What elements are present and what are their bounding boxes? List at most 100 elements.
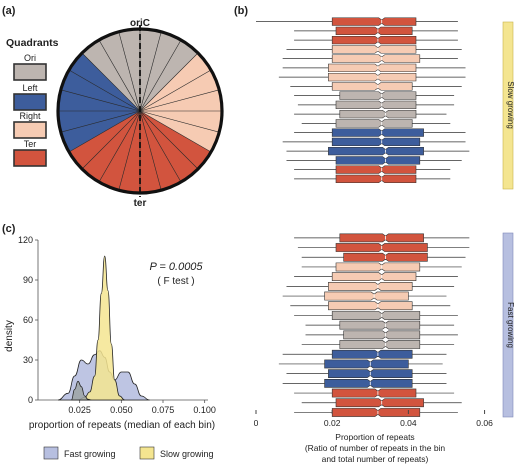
quadrants-legend-title: Quadrants: [6, 37, 59, 49]
boxplot-row: [286, 281, 455, 291]
circle-spoke: [139, 110, 212, 153]
legend-swatch-ter: [13, 149, 47, 167]
circle-spoke: [139, 52, 199, 112]
box-ori: [335, 100, 417, 110]
box-right: [328, 72, 417, 82]
circle-spoke: [81, 52, 141, 112]
panel-c-label: (c): [2, 223, 16, 235]
density-x-tick-label: 0.100: [193, 405, 216, 415]
boxplot-row: [286, 146, 470, 156]
boxplot-x-axis-title-line2: (Ratio of number of repeats in the bin: [305, 443, 446, 453]
box-right: [331, 272, 417, 282]
density-y-axis-title: density: [4, 320, 15, 352]
box-ori: [339, 109, 417, 119]
slow-growing-boxplots: [256, 17, 470, 184]
box-left: [328, 146, 424, 156]
density-legend-label-fast: Fast growing: [64, 449, 116, 459]
circle-spoke: [118, 110, 141, 191]
boxplot-row: [294, 109, 447, 119]
boxplot-row: [294, 233, 470, 243]
circle-spoke: [68, 69, 141, 112]
box-left: [324, 359, 409, 369]
circle-spoke: [118, 31, 141, 112]
slow-growing-strip-label: Slow growing: [506, 81, 515, 129]
density-legend-swatch-slow: [139, 446, 155, 460]
density-x-axis-title: proportion of repeats (median of each bi…: [29, 420, 215, 431]
legend-swatch-ori: [13, 63, 47, 81]
box-right: [331, 45, 417, 54]
legend-label-ter: Ter: [24, 139, 37, 149]
box-ter: [331, 408, 421, 417]
circle-spoke: [98, 39, 141, 112]
f-test-annotation: ( F test ): [157, 276, 194, 287]
circle-spoke: [60, 89, 141, 112]
box-ter: [335, 165, 417, 174]
boxplot-row: [278, 359, 443, 369]
density-legend-swatch-fast: [43, 446, 59, 460]
boxplot-row: [301, 119, 451, 128]
circle-spoke: [139, 31, 162, 112]
oric-label: oriC: [130, 18, 150, 29]
density-plot: 0 30 60 90 120 0.025 0.050 0.075 0.100: [18, 235, 216, 415]
boxplot-row: [305, 320, 455, 330]
boxplot-row: [290, 301, 451, 311]
boxplot-row: [294, 388, 455, 398]
box-right: [328, 301, 413, 311]
circle-spoke: [139, 69, 212, 112]
boxplot-row: [282, 349, 447, 359]
box-ori: [335, 119, 413, 128]
boxplot-row: [290, 82, 462, 91]
box-left: [331, 349, 413, 359]
circle-spoke: [60, 110, 141, 133]
circle-spoke: [98, 110, 141, 183]
density-y-tick-label: 120: [18, 235, 33, 245]
boxplot-row: [301, 252, 466, 262]
box-left: [331, 137, 421, 147]
boxplot-x-tick-label: 0.04: [400, 418, 417, 428]
circle-spoke: [139, 89, 220, 112]
panel-b-label: (b): [234, 5, 248, 17]
boxplot-x-tick-label: 0.02: [324, 418, 341, 428]
boxplot-row: [294, 272, 458, 282]
boxplot-row: [301, 262, 462, 272]
density-x-tick-label: 0.075: [152, 405, 175, 415]
box-right: [335, 262, 421, 272]
box-right: [324, 291, 409, 301]
circle-sector-ori: [140, 29, 198, 111]
boxplot-row: [294, 35, 458, 45]
boxplot-x-axis: 0 0.02 0.04 0.06: [254, 410, 493, 428]
box-ter: [339, 233, 424, 243]
boxplot-row: [294, 91, 455, 100]
density-x-tick-label: 0.025: [68, 405, 91, 415]
boxplot-row: [294, 128, 466, 137]
ter-label: ter: [134, 198, 147, 209]
density-y-tick-label: 90: [23, 275, 33, 285]
circle-spoke: [139, 39, 182, 112]
box-ter: [331, 388, 417, 398]
legend-label-left: Left: [22, 83, 38, 93]
boxplot-x-axis-title-line3: and total number of repeats): [322, 454, 429, 464]
boxplot-row: [282, 63, 466, 73]
panel-a-label: (a): [2, 5, 16, 17]
boxplot-row: [297, 100, 455, 110]
density-curve-slow: [77, 255, 125, 401]
boxplot-row: [278, 72, 466, 82]
box-left: [324, 378, 413, 388]
boxplot-row: [286, 156, 462, 165]
box-ori: [331, 311, 421, 320]
circle-spoke: [81, 110, 141, 170]
circle-spoke: [139, 110, 162, 191]
box-ter: [335, 398, 424, 408]
box-ter: [335, 26, 413, 36]
fast-growing-strip-label: Fast growing: [506, 302, 515, 348]
legend-swatch-left: [13, 93, 47, 111]
legend-label-ori: Ori: [24, 53, 36, 63]
boxplot-row: [282, 378, 447, 388]
density-y-tick-label: 30: [23, 355, 33, 365]
box-ori: [339, 340, 421, 349]
box-ori: [339, 320, 421, 330]
box-ter: [335, 174, 417, 184]
boxplot-row: [282, 54, 458, 63]
box-ter: [331, 35, 417, 45]
